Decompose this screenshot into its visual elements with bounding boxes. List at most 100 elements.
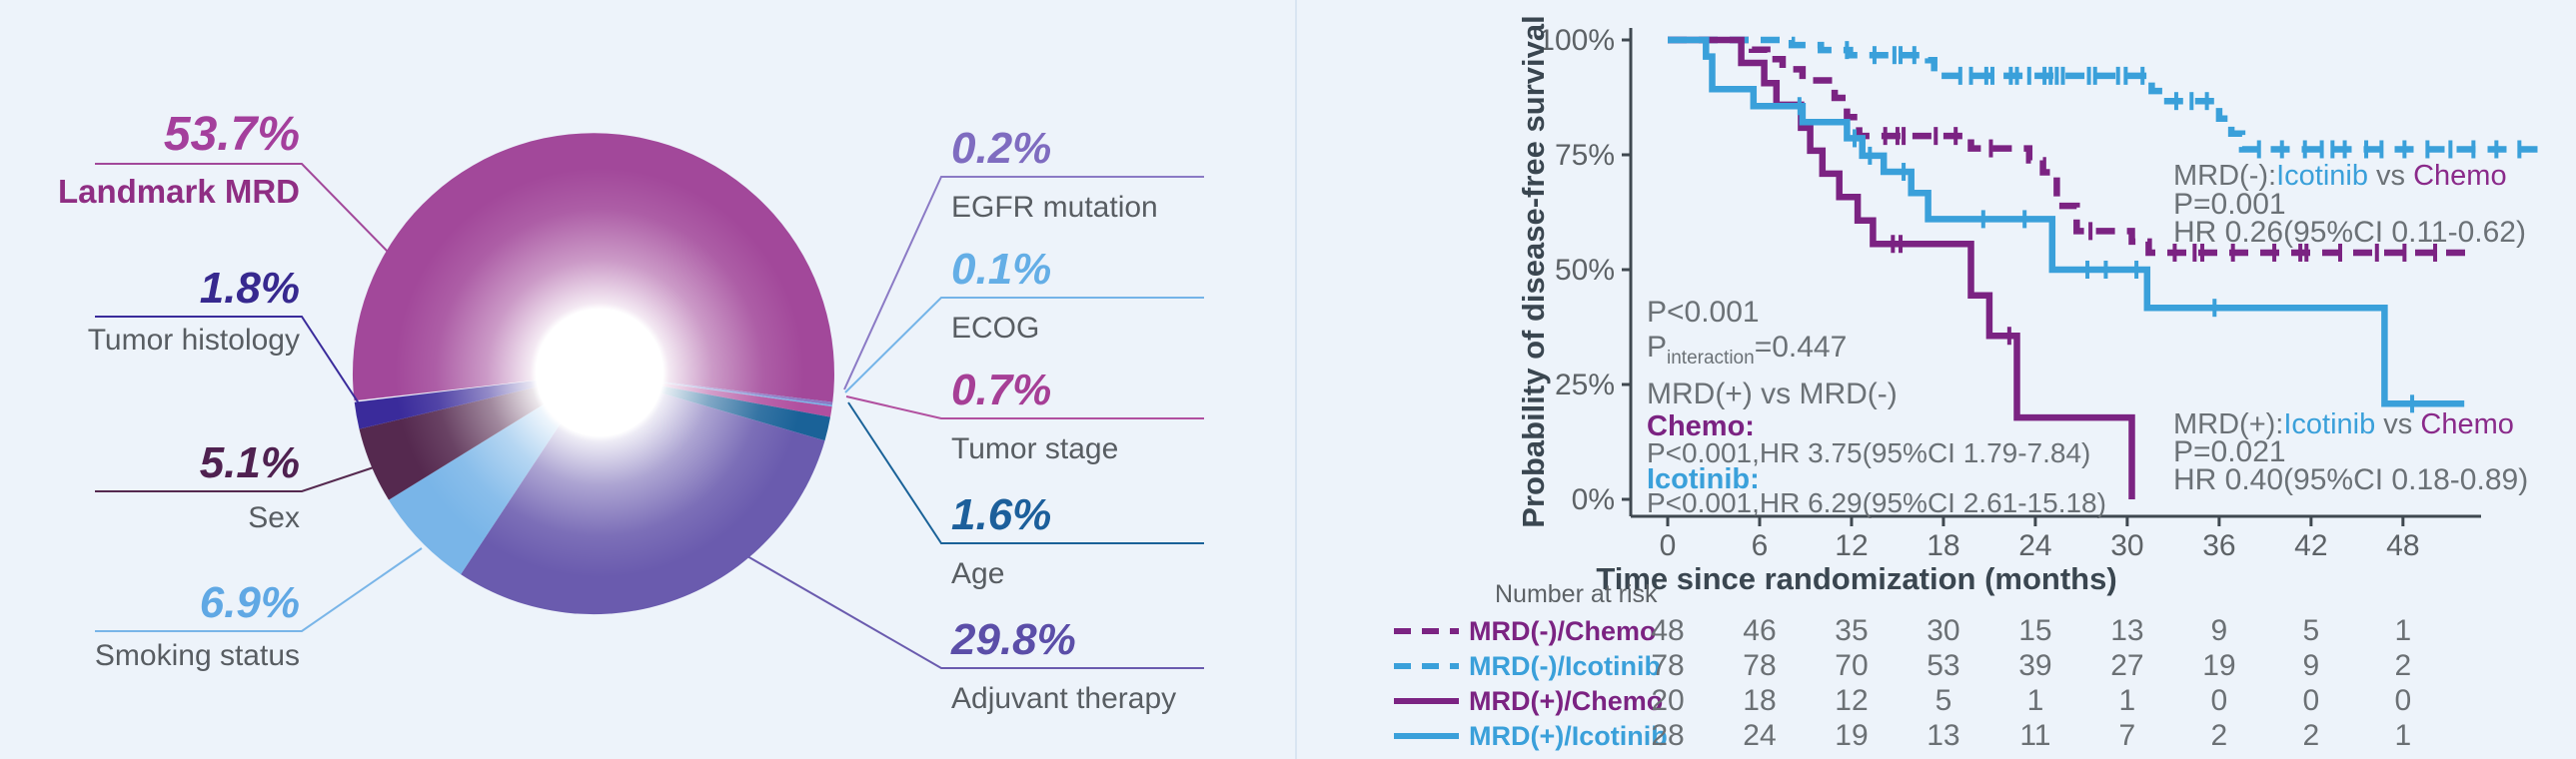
risk-count-mrd-chemo-m0: 20 <box>1651 684 1684 717</box>
risk-count-mrd-icotinib-m0: 28 <box>1651 719 1684 752</box>
svg-text:P=0.021: P=0.021 <box>2173 435 2286 468</box>
risk-count-mrd-chemo-m0: 48 <box>1651 614 1684 647</box>
leader-line-tumor-histology <box>95 316 364 410</box>
risk-count-mrd-chemo-m42: 0 <box>2303 684 2320 717</box>
y-axis-title: Probability of disease-free survival <box>1516 15 1551 527</box>
leader-line-smoking-status <box>95 547 423 632</box>
risk-count-mrd-icotinib-m42: 9 <box>2303 649 2320 682</box>
slice-name-adjuvant-therapy: Adjuvant therapy <box>951 682 1176 715</box>
legend-label-mrd-icotinib: MRD(-)/Icotinib <box>1469 651 1661 681</box>
km-axes: 100% 75% 50% 25% 0% 0 6 12 18 24 30 36 42 48 <box>1538 24 2481 562</box>
chemo-hr: P<0.001,HR 3.75(95%CI 1.79-7.84) <box>1647 437 2090 468</box>
x-tick-label-30: 30 <box>2110 529 2143 562</box>
svg-text:HR 0.26(95%CI 0.11-0.62): HR 0.26(95%CI 0.11-0.62) <box>2173 216 2526 249</box>
risk-count-mrd-icotinib-m36: 19 <box>2202 649 2235 682</box>
p-interaction: Pinteraction=0.447 <box>1647 331 1847 369</box>
donut-chart-panel: 53.7% Landmark MRD 0.2% EGFR mutation 0.1% EC… <box>58 108 1204 715</box>
slice-leader-lines <box>95 163 1204 669</box>
risk-count-mrd-icotinib-m30: 27 <box>2110 649 2143 682</box>
x-tick-label-42: 42 <box>2294 529 2327 562</box>
slice-value-sex: 5.1% <box>200 438 300 487</box>
slice-value-tumor-histology: 1.8% <box>200 264 300 313</box>
leader-line-sex <box>95 465 378 492</box>
slice-name-landmark-mrd: Landmark MRD <box>58 173 300 210</box>
svg-text:HR 0.40(95%CI 0.18-0.89): HR 0.40(95%CI 0.18-0.89) <box>2173 463 2528 496</box>
p-value-overall: P<0.001 <box>1647 296 1760 329</box>
risk-count-mrd-chemo-m30: 1 <box>2119 684 2136 717</box>
risk-count-mrd-icotinib-m24: 39 <box>2018 649 2051 682</box>
risk-count-mrd-chemo-m6: 18 <box>1743 684 1776 717</box>
risk-count-mrd-icotinib-m18: 13 <box>1927 719 1959 752</box>
slice-value-tumor-stage: 0.7% <box>951 366 1051 414</box>
risk-count-mrd-icotinib-m18: 53 <box>1927 649 1959 682</box>
risk-count-mrd-chemo-m48: 0 <box>2394 684 2411 717</box>
y-tick-label-50: 50% <box>1555 254 1615 287</box>
mrd-neg-annotation: MRD(-):Icotinib vs Chemo P=0.001 HR 0.26… <box>2173 160 2526 249</box>
slice-value-egfr-mutation: 0.2% <box>951 124 1051 173</box>
slice-name-age: Age <box>951 557 1004 590</box>
legend-label-mrd-icotinib: MRD(+)/Icotinib <box>1469 721 1668 751</box>
risk-count-mrd-icotinib-m24: 11 <box>2019 719 2050 752</box>
svg-text:MRD(-):Icotinib vs Chemo: MRD(-):Icotinib vs Chemo <box>2173 160 2507 192</box>
x-tick-label-18: 18 <box>1927 529 1959 562</box>
leader-line-adjuvant-therapy <box>746 555 1204 669</box>
stats-annotation-block: P<0.001 Pinteraction=0.447 MRD(+) vs MRD… <box>1647 296 2106 518</box>
icotinib-hr: P<0.001,HR 6.29(95%CI 2.61-15.18) <box>1647 487 2106 518</box>
slice-value-adjuvant-therapy: 29.8% <box>950 615 1076 664</box>
x-tick-label-0: 0 <box>1660 529 1677 562</box>
y-tick-label-25: 25% <box>1555 369 1615 401</box>
slice-name-tumor-histology: Tumor histology <box>88 324 300 357</box>
risk-count-mrd-chemo-m30: 13 <box>2110 614 2143 647</box>
leader-line-age <box>847 401 1204 544</box>
legend-label-mrd-chemo: MRD(+)/Chemo <box>1469 686 1663 716</box>
km-curve-mrd-icotinib <box>1668 36 2549 153</box>
risk-count-mrd-chemo-m12: 12 <box>1835 684 1868 717</box>
km-curve-mrd-icotinib <box>1668 36 2465 407</box>
slice-name-sex: Sex <box>248 501 300 534</box>
km-curves <box>1668 36 2549 499</box>
risk-count-mrd-chemo-m36: 0 <box>2211 684 2228 717</box>
legend-label-mrd-chemo: MRD(-)/Chemo <box>1469 616 1656 646</box>
slice-labels: 53.7% Landmark MRD 0.2% EGFR mutation 0.1% EC… <box>58 108 1176 715</box>
x-tick-label-24: 24 <box>2018 529 2051 562</box>
risk-count-mrd-icotinib-m48: 1 <box>2394 719 2411 752</box>
slice-name-egfr-mutation: EGFR mutation <box>951 191 1158 224</box>
risk-count-mrd-chemo-m18: 30 <box>1927 614 1959 647</box>
icotinib-label: Icotinib: <box>1647 463 1760 495</box>
x-axis-title: Time since randomization (months) <box>1596 561 2116 596</box>
slice-value-ecog: 0.1% <box>951 245 1051 294</box>
donut-center-glow <box>395 168 804 577</box>
panel-divider <box>1295 0 1297 759</box>
slice-name-ecog: ECOG <box>951 312 1039 345</box>
mrd-pos-annotation: MRD(+):Icotinib vs Chemo P=0.021 HR 0.40… <box>2173 408 2528 496</box>
risk-count-mrd-chemo-m42: 5 <box>2303 614 2320 647</box>
risk-count-mrd-icotinib-m12: 19 <box>1835 719 1868 752</box>
y-tick-label-0: 0% <box>1572 483 1615 516</box>
leader-line-egfr-mutation <box>843 176 1204 390</box>
risk-count-mrd-chemo-m6: 46 <box>1743 614 1776 647</box>
risk-count-mrd-chemo-m36: 9 <box>2211 614 2228 647</box>
comparison-label: MRD(+) vs MRD(-) <box>1647 378 1898 410</box>
svg-text:P=0.001: P=0.001 <box>2173 188 2286 221</box>
risk-count-mrd-chemo-m18: 5 <box>1935 684 1952 717</box>
risk-count-mrd-icotinib-m48: 2 <box>2394 649 2411 682</box>
x-tick-label-36: 36 <box>2202 529 2235 562</box>
leader-line-ecog <box>844 297 1204 393</box>
risk-count-mrd-icotinib-m36: 2 <box>2211 719 2228 752</box>
risk-count-mrd-chemo-m12: 35 <box>1835 614 1868 647</box>
risk-table-title: Number at risk <box>1495 580 1658 608</box>
y-tick-label-100: 100% <box>1538 24 1615 57</box>
risk-count-mrd-icotinib-m6: 24 <box>1743 719 1776 752</box>
svg-text:MRD(+):Icotinib vs Chemo: MRD(+):Icotinib vs Chemo <box>2173 408 2514 440</box>
slice-name-tumor-stage: Tumor stage <box>951 432 1118 465</box>
x-tick-label-12: 12 <box>1835 529 1868 562</box>
slice-name-smoking-status: Smoking status <box>95 639 300 672</box>
risk-count-mrd-icotinib-m6: 78 <box>1743 649 1776 682</box>
risk-count-mrd-icotinib-m30: 7 <box>2119 719 2136 752</box>
risk-count-mrd-chemo-m48: 1 <box>2394 614 2411 647</box>
risk-count-mrd-chemo-m24: 1 <box>2027 684 2044 717</box>
km-plot-panel: 100%75%50%25%0%0 6 12 18 24 30 36 42 48 Probabil… <box>1394 15 2549 752</box>
slice-value-landmark-mrd: 53.7% <box>164 108 300 161</box>
